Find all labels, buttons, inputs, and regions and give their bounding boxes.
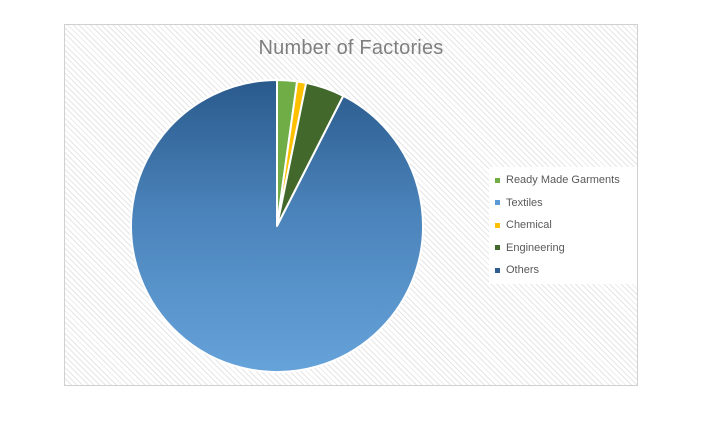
legend-label-engineering: Engineering	[506, 241, 565, 254]
legend-swatch-chemical	[495, 222, 500, 228]
legend-label-textiles: Textiles	[506, 196, 543, 209]
pie-slice-others	[130, 79, 425, 373]
legend-label-ready-made-garments: Ready Made Garments	[506, 174, 620, 187]
legend-swatch-textiles	[495, 200, 500, 206]
legend-swatch-engineering	[495, 245, 500, 251]
legend-label-chemical: Chemical	[506, 219, 552, 232]
chart-area: Number of Factories Ready Made Garments …	[64, 24, 638, 386]
legend-swatch-ready-made-garments	[495, 177, 500, 183]
pie-chart	[130, 78, 425, 373]
legend-item-others: Others	[489, 259, 637, 282]
legend-item-ready-made-garments: Ready Made Garments	[489, 169, 637, 192]
legend-label-others: Others	[506, 264, 540, 277]
legend-swatch-others	[495, 267, 500, 273]
legend-item-textiles: Textiles	[489, 192, 637, 215]
chart-title: Number of Factories	[258, 37, 444, 59]
legend: Ready Made Garments Textiles Chemical En…	[489, 167, 637, 284]
legend-item-chemical: Chemical	[489, 214, 637, 237]
legend-item-engineering: Engineering	[489, 237, 637, 260]
